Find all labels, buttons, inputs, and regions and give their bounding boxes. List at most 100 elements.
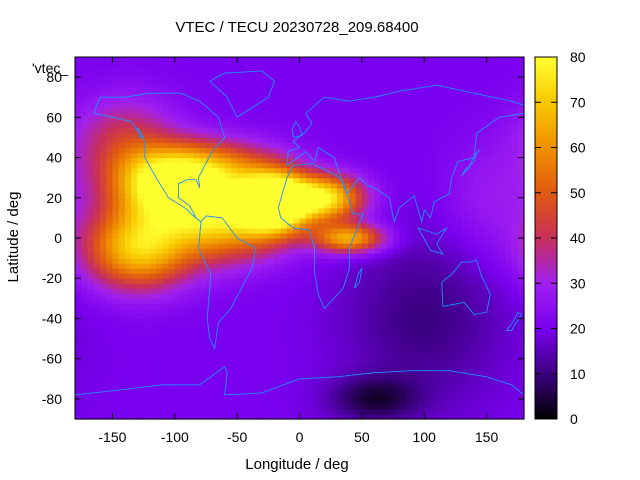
heatmap-cell bbox=[262, 328, 269, 335]
heatmap-cell bbox=[137, 398, 145, 405]
heatmap-cell bbox=[93, 92, 101, 98]
heatmap-cell bbox=[249, 72, 257, 78]
heatmap-cell bbox=[461, 248, 469, 254]
heatmap-cell bbox=[499, 232, 506, 239]
heatmap-cell bbox=[449, 87, 457, 93]
heatmap-cell bbox=[324, 333, 332, 340]
heatmap-cell bbox=[430, 288, 438, 294]
heatmap-cell bbox=[187, 393, 195, 400]
heatmap-cell bbox=[393, 147, 400, 154]
heatmap-cell bbox=[411, 288, 419, 294]
heatmap-cell bbox=[75, 353, 82, 360]
heatmap-cell bbox=[486, 328, 494, 335]
heatmap-cell bbox=[499, 177, 506, 184]
heatmap-cell bbox=[255, 122, 263, 128]
heatmap-cell bbox=[187, 197, 195, 204]
heatmap-cell bbox=[455, 157, 463, 164]
heatmap-cell bbox=[205, 373, 213, 380]
heatmap-cell bbox=[486, 298, 494, 304]
heatmap-cell bbox=[268, 413, 276, 420]
heatmap-cell bbox=[187, 132, 195, 139]
heatmap-cell bbox=[511, 388, 519, 395]
heatmap-cell bbox=[99, 207, 107, 214]
heatmap-cell bbox=[380, 72, 388, 78]
heatmap-cell bbox=[374, 243, 382, 249]
heatmap-cell bbox=[505, 298, 513, 304]
heatmap-cell bbox=[237, 172, 244, 179]
heatmap-cell bbox=[199, 222, 207, 229]
heatmap-cell bbox=[143, 353, 151, 360]
heatmap-cell bbox=[517, 348, 525, 355]
heatmap-cell bbox=[118, 388, 126, 395]
heatmap-cell bbox=[380, 132, 388, 139]
heatmap-cell bbox=[224, 192, 232, 199]
heatmap-cell bbox=[311, 107, 319, 113]
heatmap-cell bbox=[393, 293, 400, 299]
heatmap-cell bbox=[237, 212, 244, 219]
heatmap-cell bbox=[399, 323, 407, 330]
heatmap-cell bbox=[505, 248, 513, 254]
heatmap-cell bbox=[355, 182, 363, 189]
heatmap-cell bbox=[287, 343, 294, 350]
heatmap-cell bbox=[262, 348, 269, 355]
heatmap-cell bbox=[156, 388, 163, 395]
heatmap-cell bbox=[336, 393, 344, 400]
heatmap-cell bbox=[480, 192, 488, 199]
heatmap-cell bbox=[87, 77, 95, 83]
heatmap-cell bbox=[274, 273, 282, 279]
heatmap-cell bbox=[511, 363, 519, 370]
heatmap-cell bbox=[106, 368, 114, 375]
heatmap-cell bbox=[455, 403, 463, 410]
heatmap-cell bbox=[230, 383, 238, 390]
heatmap-cell bbox=[311, 232, 319, 239]
heatmap-cell bbox=[118, 278, 126, 284]
heatmap-cell bbox=[511, 152, 519, 159]
heatmap-cell bbox=[249, 378, 257, 385]
heatmap-cell bbox=[299, 157, 307, 164]
heatmap-cell bbox=[299, 243, 307, 249]
heatmap-cell bbox=[343, 393, 350, 400]
heatmap-cell bbox=[380, 338, 388, 345]
heatmap-cell bbox=[106, 142, 114, 149]
heatmap-cell bbox=[75, 112, 82, 118]
heatmap-cell bbox=[480, 303, 488, 309]
heatmap-cell bbox=[199, 363, 207, 370]
heatmap-cell bbox=[199, 162, 207, 169]
heatmap-cell bbox=[436, 147, 444, 154]
heatmap-cell bbox=[274, 117, 282, 123]
heatmap-cell bbox=[393, 278, 400, 284]
heatmap-cell bbox=[143, 132, 151, 139]
heatmap-cell bbox=[268, 243, 276, 249]
heatmap-cell bbox=[293, 298, 301, 304]
heatmap-cell bbox=[399, 313, 407, 320]
heatmap-cell bbox=[205, 112, 213, 118]
heatmap-cell bbox=[368, 147, 375, 154]
heatmap-cell bbox=[193, 202, 201, 209]
heatmap-cell bbox=[181, 117, 188, 123]
heatmap-cell bbox=[486, 353, 494, 360]
heatmap-cell bbox=[517, 293, 525, 299]
heatmap-cell bbox=[168, 398, 176, 405]
heatmap-cell bbox=[299, 192, 307, 199]
heatmap-cell bbox=[480, 112, 488, 118]
heatmap-cell bbox=[168, 408, 176, 415]
heatmap-cell bbox=[243, 92, 251, 98]
heatmap-cell bbox=[299, 353, 307, 360]
heatmap-cell bbox=[311, 318, 319, 325]
heatmap-cell bbox=[287, 288, 294, 294]
heatmap-cell bbox=[268, 142, 276, 149]
heatmap-cell bbox=[399, 107, 407, 113]
heatmap-cell bbox=[243, 413, 251, 420]
heatmap-cell bbox=[449, 152, 457, 159]
heatmap-cell bbox=[455, 328, 463, 335]
heatmap-cell bbox=[187, 243, 195, 249]
heatmap-cell bbox=[174, 167, 182, 174]
heatmap-cell bbox=[280, 408, 288, 415]
heatmap-cell bbox=[499, 278, 506, 284]
heatmap-cell bbox=[262, 358, 269, 365]
heatmap-cell bbox=[480, 318, 488, 325]
heatmap-cell bbox=[511, 217, 519, 224]
heatmap-cell bbox=[430, 197, 438, 204]
heatmap-cell bbox=[361, 393, 369, 400]
heatmap-cell bbox=[505, 263, 513, 269]
